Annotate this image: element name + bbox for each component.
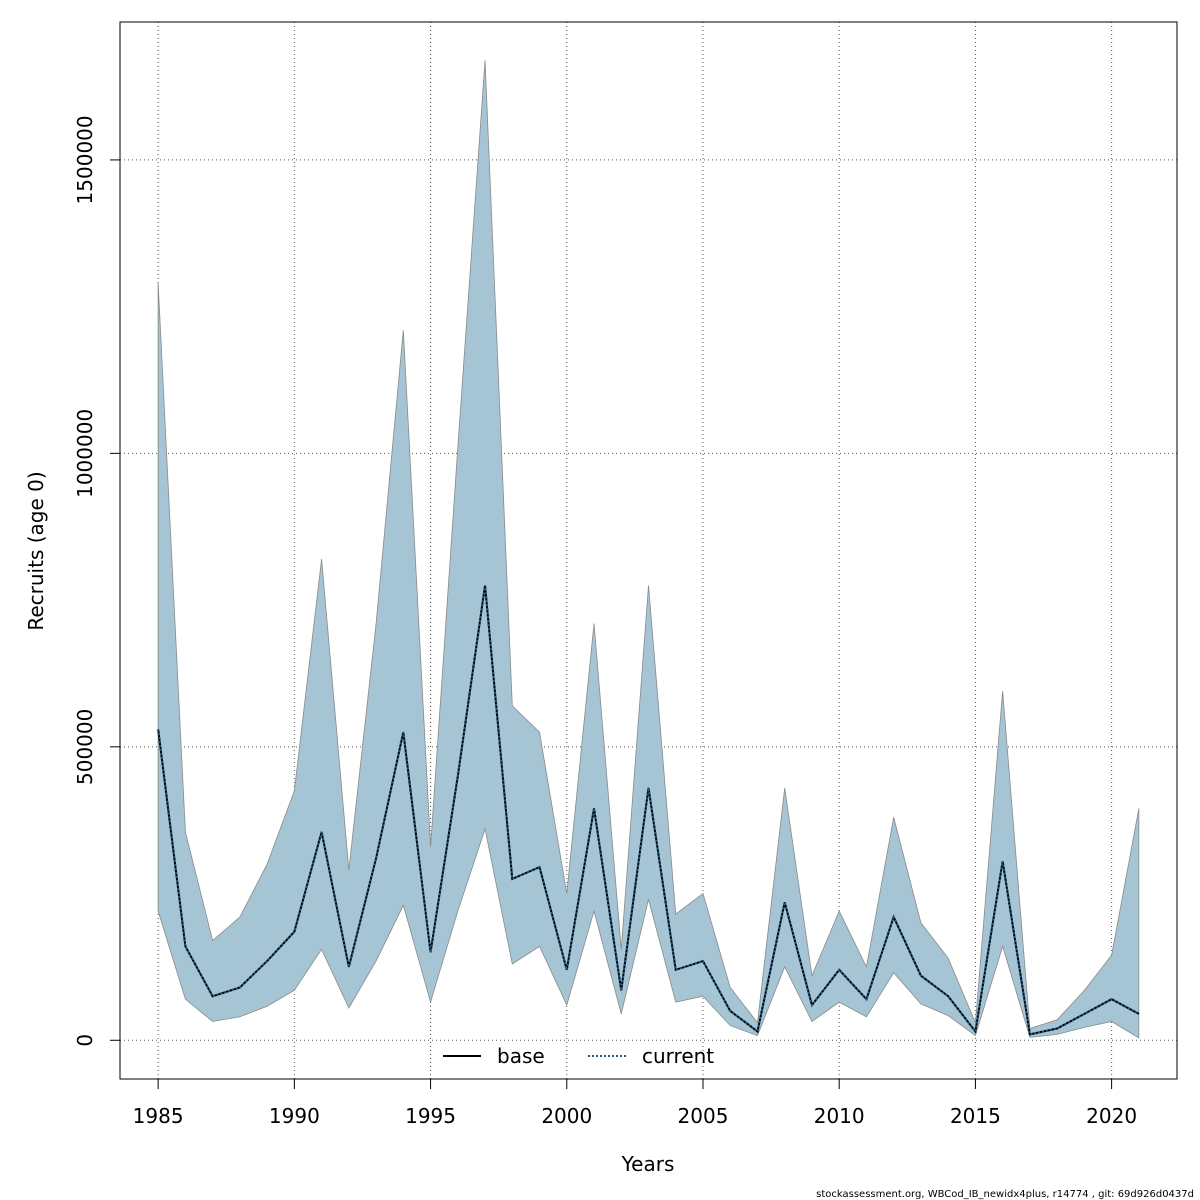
confidence-band [157,60,1140,1039]
legend-label-base: base [497,1044,545,1068]
x-tick-label-2000: 2000 [541,1104,592,1128]
y-tick-label-1500000: 1500000 [73,115,97,204]
y-tick-label-0: 0 [73,1034,97,1047]
x-tick-label-1990: 1990 [269,1104,320,1128]
y-tick-label-500000: 500000 [73,709,97,785]
x-tick-label-2020: 2020 [1086,1104,1137,1128]
footer-credit: stockassessment.org, WBCod_IB_newidx4plu… [816,1189,1194,1200]
legend: base current [443,1044,714,1068]
x-tick-label-2015: 2015 [950,1104,1001,1128]
y-axis-title: Recruits (age 0) [24,471,48,630]
legend-label-current: current [642,1044,714,1068]
x-tick-label-2010: 2010 [814,1104,865,1128]
series-line-current [157,585,1140,1036]
x-tick-label-1985: 1985 [133,1104,184,1128]
y-axis: 0 500000 1000000 1500000 [73,115,121,1047]
x-tick-label-2005: 2005 [678,1104,729,1128]
x-tick-label-1995: 1995 [405,1104,456,1128]
x-axis: 1985 1990 1995 2000 2005 2010 2015 2020 [133,1078,1137,1128]
y-tick-label-1000000: 1000000 [73,409,97,498]
x-axis-title: Years [621,1152,675,1176]
